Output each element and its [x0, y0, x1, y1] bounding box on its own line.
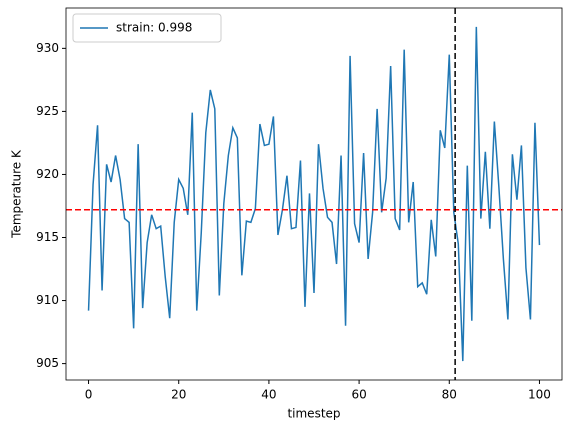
y-tick-label: 905 [36, 356, 59, 370]
legend-label: strain: 0.998 [116, 21, 192, 35]
y-tick-label: 915 [36, 230, 59, 244]
legend-box [72, 13, 222, 43]
y-tick-label: 920 [36, 167, 59, 181]
x-tick-label: 40 [261, 388, 276, 402]
data-line [87, 26, 541, 362]
x-axis-label: timestep [287, 407, 340, 421]
x-tick-label: 100 [528, 388, 551, 402]
axes-frame [65, 7, 563, 381]
x-tick-label: 20 [171, 388, 186, 402]
x-tick-label: 60 [351, 388, 366, 402]
y-tick-label: 930 [36, 41, 59, 55]
y-axis-label: Temperature K [10, 149, 24, 239]
y-tick-label: 910 [36, 293, 59, 307]
x-tick-label: 0 [85, 388, 93, 402]
y-tick-label: 925 [36, 104, 59, 118]
x-tick-label: 80 [442, 388, 457, 402]
